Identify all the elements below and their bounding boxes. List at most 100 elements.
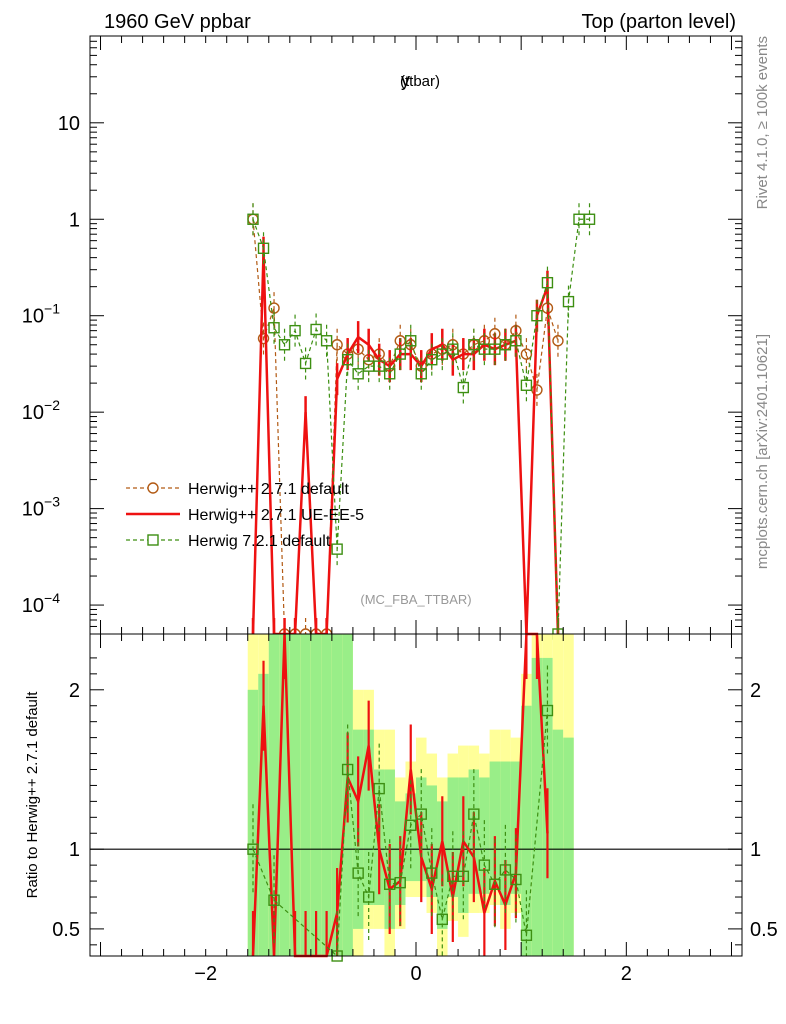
data-point-square [405,335,417,347]
ratio-y-tick-label-right: 0.5 [750,919,778,941]
ratio-data-point-square [426,867,438,879]
y-tick-label: 10−4 [22,590,60,617]
ratio-band-inner [531,657,543,956]
ratio-band-inner [331,634,343,956]
data-point-square [268,322,280,334]
ratio-band-inner [563,737,574,956]
ratio-data-point-square [247,843,259,855]
data-point-square [341,353,354,366]
y-tick-label: 10−2 [22,397,60,424]
data-point-square [583,213,596,225]
main-title-sub: (ttbar) [400,73,440,90]
ratio-band-inner [310,634,322,956]
data-point-square [247,213,259,225]
ratio-data-point-square [468,808,480,820]
ratio-data-point-square [520,929,533,941]
series-herwig-2-7-1-default [247,203,564,640]
data-point-square [562,295,575,308]
rivet-label: Rivet 4.1.0, ≥ 100k events [754,36,771,209]
ratio-band-inner [258,673,269,956]
ratio-band-inner [363,729,374,905]
legend-marker-circle [147,482,159,494]
ratio-y-tick-label-right: 2 [750,680,761,702]
ratio-axis-ticks: −2 0 2 0.5 0.5 1 1 2 2 [52,634,778,985]
ratio-data-point-square [541,704,554,717]
series-line [251,252,560,636]
legend-label: Herwig++ 2.7.1 UE-EE-5 [188,507,364,524]
legend-label: Herwig 7.2.1 default [188,533,331,550]
ratio-data-point-square [499,864,512,876]
ratio-band-inner [510,761,522,894]
data-point-square [289,324,301,337]
y-tick-label: 10 [58,113,80,135]
y-tick-label: 1 [69,209,80,231]
ratio-data-point-square [373,782,385,795]
ratio-y-tick-label-left: 2 [69,680,80,702]
main-axis-ticks: 10 1 10−1 10−2 10−3 10−4 [22,36,742,634]
ratio-ylabel: Ratio to Herwig++ 2.7.1 default [24,691,41,899]
x-tick-label: 0 [410,963,421,985]
data-point-square [457,381,470,394]
ratio-y-tick-label-right: 1 [750,839,761,861]
ratio-band-inner [489,761,501,890]
x-tick-label: −2 [194,963,217,985]
ratio-data-point-square [489,878,501,890]
ratio-y-tick-label-left: 0.5 [52,919,80,941]
header-left-title: 1960 GeV ppbar [104,11,251,33]
ratio-data-point-square [478,859,491,871]
main-panel: 10 1 10−1 10−2 10−3 10−4 y (ttbar) (MC_FBA_TT… [22,35,743,640]
data-point-circle [520,348,533,360]
ratio-data-point-square [457,870,470,882]
ratio-band-inner [447,777,459,898]
series-herwig-2-7-1-ue-ee-5 [251,236,560,636]
series-herwig-7-2-1-default [247,203,596,640]
ratio-series-herwig-7-2-1-default [247,665,554,962]
series-line [252,218,590,635]
ratio-band-inner [426,785,438,898]
data-point-square [520,379,533,391]
data-point-square [257,242,270,254]
main-series-layer [247,203,596,640]
data-point-square [447,343,459,355]
data-point-square [320,335,333,347]
ratio-y-tick-label-left: 1 [69,839,80,861]
ratio-band-inner [321,634,332,956]
data-point-circle [552,335,564,347]
ratio-uncertainty-bands [90,634,742,956]
analysis-label: (MC_FBA_TTBAR) [360,592,471,607]
ratio-series-line [252,710,549,958]
data-point-square [510,335,522,347]
header-right-title: Top (parton level) [581,11,736,33]
ratio-band-inner [289,634,301,956]
ratio-data-point-square [352,867,364,879]
data-point-square [331,543,343,555]
ratio-band-inner [300,634,311,956]
ratio-band-inner [268,634,280,956]
main-title: y [401,70,410,90]
data-point-square [384,368,396,380]
data-point-square [531,310,543,322]
x-tick-label: 2 [621,963,632,985]
ratio-data-point-square [362,891,375,903]
legend-label: Herwig++ 2.7.1 default [188,481,350,498]
legend: Herwig++ 2.7.1 default Herwig++ 2.7.1 UE-… [126,481,364,550]
ratio-band-inner [247,689,259,956]
ratio-data-point-square [268,894,280,906]
ratio-band-inner [521,705,532,956]
ratio-band-inner [279,634,290,956]
ratio-data-point-square [436,913,448,926]
data-point-square [394,348,406,360]
data-point-square [310,323,322,336]
data-point-square [299,357,312,370]
ratio-panel: −2 0 2 0.5 0.5 1 1 2 2 Ratio to Herwig++ 2.7.1 d… [24,632,778,985]
data-point-square [352,368,364,380]
ratio-data-point-square [405,819,417,831]
mcplots-label: mcplots.cern.ch [arXiv:2401.10621] [754,334,771,569]
y-tick-label: 10−3 [22,494,60,521]
y-tick-label: 10−1 [22,301,60,328]
data-point-square [278,339,291,351]
legend-marker-square [147,534,159,546]
ratio-data-point-square [341,763,354,776]
data-point-circle [257,332,270,345]
